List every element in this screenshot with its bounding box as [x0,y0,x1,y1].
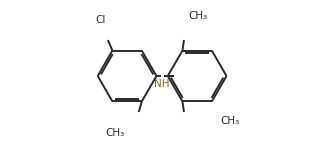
Text: CH₃: CH₃ [220,116,239,126]
Text: Cl: Cl [95,15,105,25]
Text: CH₃: CH₃ [188,11,208,21]
Text: CH₃: CH₃ [105,128,125,138]
Text: NH: NH [154,79,169,89]
